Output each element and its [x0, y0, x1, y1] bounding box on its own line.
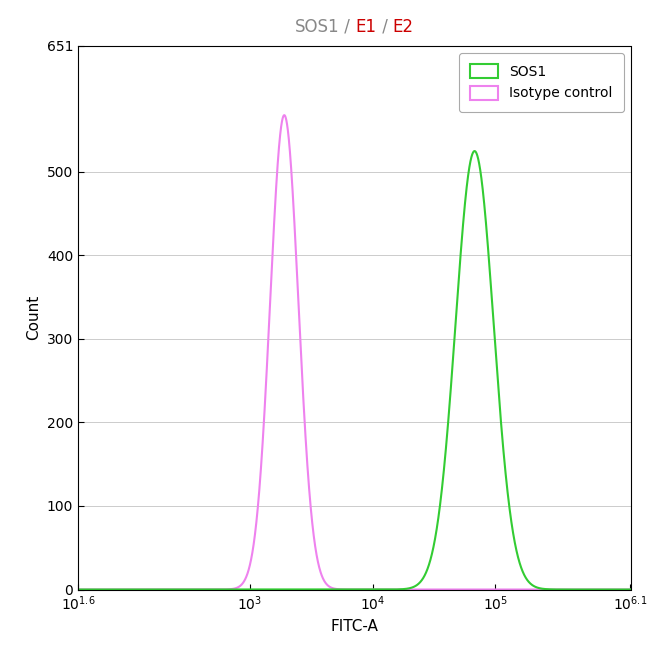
Text: E1: E1 — [356, 18, 376, 36]
Text: E2: E2 — [393, 18, 413, 36]
Text: /: / — [339, 18, 356, 36]
Y-axis label: Count: Count — [26, 295, 41, 341]
Legend: SOS1, Isotype control: SOS1, Isotype control — [459, 53, 623, 111]
Text: SOS1: SOS1 — [295, 18, 339, 36]
X-axis label: FITC-A: FITC-A — [330, 618, 378, 633]
Text: /: / — [376, 18, 393, 36]
